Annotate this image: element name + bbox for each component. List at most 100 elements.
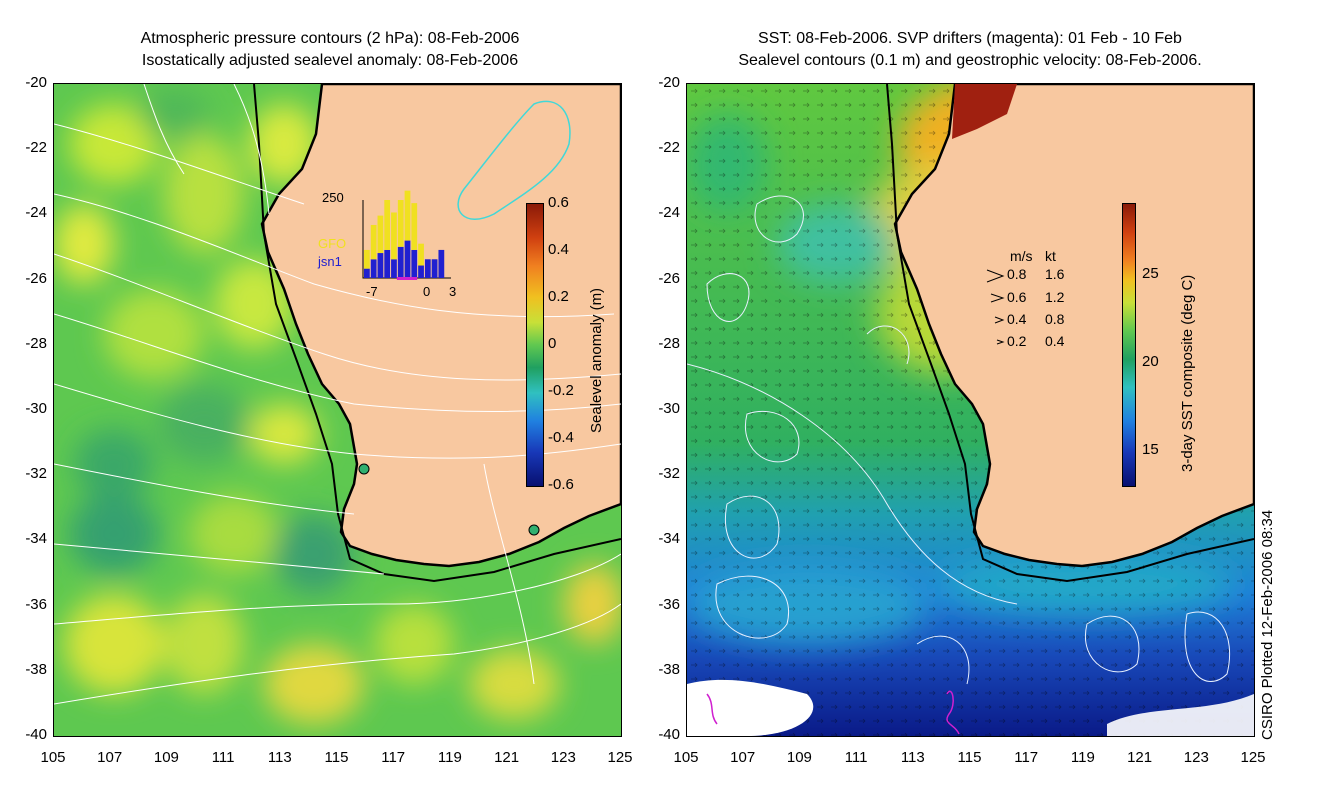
colorbar-tick-label: 0.2 [548, 288, 569, 305]
inset-bar-gfo [404, 190, 411, 241]
velocity-header-kt: kt [1045, 248, 1056, 264]
svp-drifter-track [706, 693, 718, 725]
inset-bar-gfo [411, 203, 418, 250]
colorbar-tick-label: -0.4 [548, 429, 574, 446]
lon-tick-label: 105 [673, 749, 699, 766]
inset-bar-jsn1 [370, 259, 377, 278]
lat-tick-label: -38 [25, 660, 47, 678]
lon-tick-label: 115 [324, 749, 349, 766]
pressure-contours [54, 84, 621, 705]
lon-tick-label: 113 [900, 749, 925, 766]
anomaly-blobs [54, 89, 621, 724]
lon-tick-label: 109 [786, 749, 812, 766]
right-title-line1: SST: 08-Feb-2006. SVP drifters (magenta)… [758, 30, 1182, 47]
left-title-line1: Atmospheric pressure contours (2 hPa): 0… [140, 30, 520, 47]
lon-tick-label: 105 [40, 749, 66, 766]
lat-tick-label: -26 [25, 269, 47, 287]
left-title-line2: Isostatically adjusted sealevel anomaly:… [141, 52, 519, 69]
colorbar-tick-label: 25 [1142, 264, 1159, 282]
velocity-legend: m/s kt 0.8 1.6 0.6 1.2 0.4 0.8 0.2 0.4 [985, 248, 1085, 349]
inset-bar-jsn1 [384, 249, 391, 278]
lon-tick-label: 111 [844, 749, 868, 766]
lat-tick-label: -20 [658, 74, 680, 91]
inset-bar-gfo [391, 212, 397, 260]
colorbar-tick-label: 0.4 [548, 241, 569, 258]
lon-tick-label: 125 [607, 749, 633, 766]
inset-bar-gfo [418, 243, 424, 266]
lon-tick-label: 125 [1240, 749, 1266, 766]
inset-bars-svg [362, 190, 451, 280]
lon-tick-label: 115 [957, 749, 982, 766]
inset-track-chart: 250 GFO jsn1 -7 0 3 [310, 190, 460, 300]
lon-tick-label: 119 [1070, 749, 1095, 766]
colorbar-tick-label: 15 [1142, 440, 1159, 458]
lon-tick-label: 117 [381, 749, 406, 766]
lat-tick-label: -34 [658, 530, 680, 548]
colorbar-tick-label: 20 [1142, 352, 1159, 370]
lat-tick-label: -30 [25, 400, 47, 417]
lon-tick-label: 121 [1127, 749, 1153, 766]
sealevel-contours [687, 195, 1231, 685]
lon-tick-label: 123 [1183, 749, 1209, 766]
lat-tick-label: -24 [25, 204, 47, 222]
inset-bar-gfo [377, 215, 384, 254]
lat-tick-label: -40 [658, 726, 680, 743]
lon-tick-label: 107 [97, 749, 123, 766]
inset-xtick: -7 [366, 284, 378, 299]
svp-drifter-track [946, 690, 960, 735]
csiro-plot-credit: CSIRO Plotted 12-Feb-2006 08:34 [1259, 509, 1276, 740]
inset-xtick: 3 [449, 284, 457, 299]
inset-legend-gfo: GFO [318, 236, 347, 251]
lat-tick-label: -28 [25, 334, 47, 352]
inset-bar-jsn1 [397, 246, 404, 278]
lon-tick-label: 117 [1014, 749, 1039, 766]
lat-tick-label: -32 [25, 465, 47, 483]
inset-xtick: 0 [423, 284, 431, 299]
colorbar-tick-label: 0 [548, 335, 557, 352]
inset-bar-jsn1 [431, 259, 438, 278]
inset-bar-jsn1 [418, 265, 424, 278]
lon-tick-label: 119 [437, 749, 462, 766]
colorbar-tick-label: 0.6 [548, 194, 569, 211]
lat-tick-label: -24 [658, 204, 680, 222]
lat-tick-label: -32 [658, 465, 680, 483]
inset-ymax-label: 250 [322, 190, 344, 205]
velocity-header-ms: m/s [1010, 248, 1033, 264]
lat-tick-label: -26 [658, 269, 680, 287]
sealevel-colorbar [526, 203, 544, 487]
tide-gauge-marker [528, 524, 540, 536]
sst-colorbar [1122, 203, 1136, 487]
inset-window-marker [396, 277, 418, 280]
inset-legend-jsn1: jsn1 [318, 254, 342, 269]
sst-colorbar-label: 3-day SST composite (deg C) [1179, 274, 1196, 472]
lat-tick-label: -40 [25, 726, 47, 743]
lat-tick-label: -22 [658, 139, 680, 157]
lon-tick-label: 107 [730, 749, 756, 766]
lat-tick-label: -36 [25, 595, 47, 613]
colorbar-tick-label: -0.2 [548, 382, 574, 399]
lon-tick-label: 109 [153, 749, 179, 766]
sst-map-svg [687, 84, 1254, 736]
lon-tick-label: 111 [211, 749, 235, 766]
sst-map [686, 83, 1255, 737]
tide-gauge-marker [358, 463, 370, 475]
lat-tick-label: -22 [25, 139, 47, 157]
lon-tick-label: 113 [267, 749, 292, 766]
inset-bar-gfo [364, 249, 370, 269]
inset-bar-gfo [397, 200, 404, 247]
inset-bar-gfo [370, 224, 377, 260]
colorbar-tick-label: -0.6 [548, 476, 574, 493]
inset-bar-jsn1 [438, 249, 445, 278]
lat-tick-label: -28 [658, 334, 680, 352]
lat-tick-label: -30 [658, 400, 680, 417]
inset-bar-jsn1 [391, 259, 397, 278]
lat-tick-label: -20 [25, 74, 47, 91]
inset-bar-jsn1 [424, 259, 431, 278]
lat-tick-label: -36 [658, 595, 680, 613]
lat-tick-label: -34 [25, 530, 47, 548]
lon-tick-label: 123 [550, 749, 576, 766]
inset-bar-jsn1 [364, 268, 370, 278]
inset-bar-jsn1 [411, 249, 418, 278]
inset-bar-jsn1 [377, 253, 384, 278]
lon-tick-label: 121 [494, 749, 520, 766]
